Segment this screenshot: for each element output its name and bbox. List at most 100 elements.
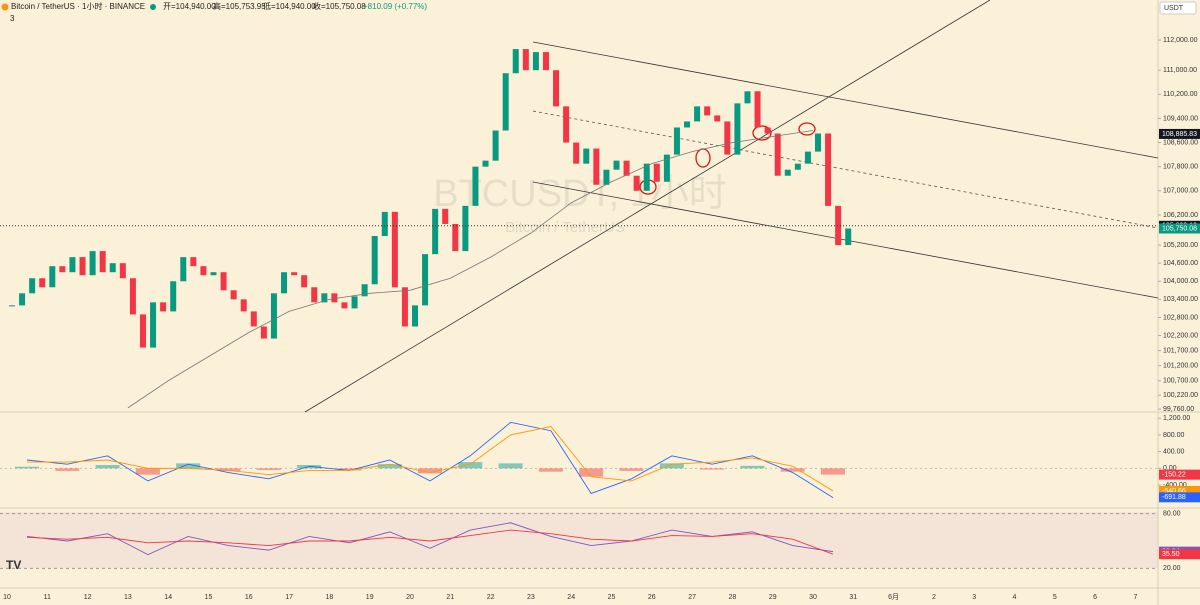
candle-body — [260, 326, 267, 339]
candle-body — [341, 302, 348, 309]
histogram-bar — [498, 463, 523, 469]
currency-button[interactable] — [1159, 1, 1197, 15]
histogram-bar — [256, 468, 281, 471]
histogram-bar — [458, 462, 483, 469]
y-tick-label: 400.00 — [1163, 448, 1185, 455]
candle-body — [19, 293, 26, 306]
candle-body — [109, 263, 116, 273]
candle-body — [704, 106, 711, 116]
price-tag-label: 105,750.08 — [1162, 225, 1197, 232]
currency[interactable]: USDT — [1164, 5, 1184, 12]
histogram-bar — [740, 465, 765, 469]
candle-body — [291, 272, 298, 276]
y-tick-label: 80.00 — [1163, 510, 1181, 517]
candle-body — [210, 272, 217, 276]
x-tick-label: 12 — [84, 594, 92, 601]
x-tick-label: 7 — [1133, 594, 1137, 601]
candle-body — [160, 302, 167, 312]
y-tick-label: 101,700.00 — [1163, 347, 1198, 354]
price-tag — [1159, 223, 1200, 234]
price-tag-label: 35.50 — [1162, 551, 1180, 558]
pane-count[interactable]: 3 — [10, 14, 15, 23]
candle-body — [270, 293, 277, 339]
symbol: Bitcoin / TetherUS · 1小时 · BINANCE — [11, 1, 145, 11]
x-tick-label: 13 — [124, 594, 132, 601]
y-tick-label: 99,760.00 — [1163, 406, 1194, 413]
candle-body — [9, 305, 15, 307]
price-tag-label: -691.88 — [1162, 494, 1186, 501]
candle-body — [321, 293, 328, 303]
candle-body — [623, 160, 630, 176]
candle-body — [422, 254, 429, 306]
candle-body — [220, 272, 227, 291]
watermark-title: BTCUSDT, 1小时 — [433, 173, 726, 215]
candle-body — [815, 133, 821, 152]
price-tag — [1159, 549, 1200, 560]
candle-body — [774, 133, 781, 176]
x-tick-label: 28 — [729, 594, 737, 601]
candle-body — [593, 148, 600, 185]
candle-body — [603, 169, 610, 185]
candle-body — [532, 52, 539, 71]
rsi-line — [26, 522, 834, 556]
candle-body — [512, 49, 519, 74]
candle-body — [401, 287, 408, 327]
x-tick-label: 18 — [326, 594, 334, 601]
candle-body — [351, 296, 358, 309]
price-tag — [1159, 128, 1200, 139]
candle-body — [79, 257, 86, 276]
candle-body — [613, 160, 620, 170]
candle-body — [633, 175, 640, 191]
y-tick-label: 106,200.00 — [1163, 212, 1198, 219]
y-tick-label: 103,400.00 — [1163, 296, 1198, 303]
y-tick-label: 102,200.00 — [1163, 332, 1198, 339]
x-tick-label: 29 — [769, 594, 777, 601]
price-tag-label: -540.66 — [1162, 488, 1186, 495]
y-tick-label: 100,220.00 — [1163, 392, 1198, 399]
candle-body — [119, 263, 126, 279]
x-tick-label: 6月 — [888, 593, 899, 601]
macd-line — [26, 421, 834, 499]
y-tick-label: 104,000.00 — [1163, 278, 1198, 285]
y-tick-label: 107,000.00 — [1163, 188, 1198, 195]
price-tag — [1159, 485, 1200, 496]
channel-top — [532, 41, 1159, 159]
candle-body — [59, 266, 66, 273]
candle-body — [563, 106, 570, 143]
candle-body — [744, 91, 751, 104]
candle-body — [673, 127, 680, 155]
x-tick-label: 26 — [648, 594, 656, 601]
candle-body — [784, 169, 791, 176]
histogram-bar — [418, 468, 442, 474]
price-tag — [1159, 492, 1200, 503]
candle-body — [170, 281, 177, 312]
x-tick-label: 22 — [487, 594, 495, 601]
candle-body — [180, 257, 187, 282]
moving-average — [127, 130, 814, 409]
channel-mid — [532, 110, 1159, 229]
candle-body — [311, 287, 318, 303]
candle-body — [29, 278, 36, 294]
histogram-bar — [538, 468, 563, 472]
candle-body — [714, 115, 721, 122]
y-tick-label: 1,200.00 — [1163, 415, 1190, 422]
x-tick-label: 27 — [688, 594, 696, 601]
y-tick-label: 111,000.00 — [1163, 67, 1197, 74]
candle-body — [129, 278, 136, 315]
price-tag — [1159, 469, 1200, 480]
y-tick-label: 108,600.00 — [1163, 139, 1198, 146]
y-tick-label: -400.00 — [1163, 482, 1187, 489]
y-tick-label: 800.00 — [1163, 432, 1185, 439]
candle-body — [240, 299, 247, 312]
ohlc-low: 低=104,940.00 — [263, 1, 316, 11]
circle-mark — [798, 122, 816, 136]
histogram-bar — [15, 466, 39, 469]
candle-body — [553, 70, 560, 107]
candle-body — [69, 257, 76, 273]
candle-body — [643, 163, 650, 191]
x-tick-label: 23 — [527, 594, 535, 601]
x-tick-label: 5 — [1053, 594, 1057, 601]
candle-body — [331, 293, 338, 303]
histogram-bar — [95, 465, 120, 469]
